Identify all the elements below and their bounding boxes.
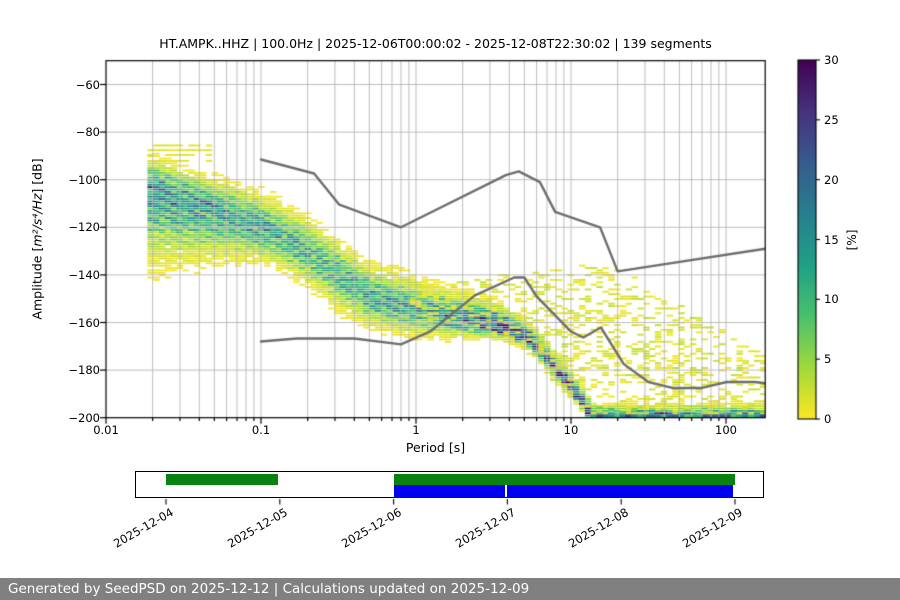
colorbar-tick-label: 25 (824, 112, 839, 127)
y-tick-label: −80 (75, 125, 100, 140)
coverage-segment-top (393, 474, 735, 485)
y-tick-label: −140 (68, 267, 100, 282)
y-tick-label: −100 (68, 172, 100, 187)
coverage-segment-bottom (506, 484, 734, 498)
colorbar-tick-label: 10 (824, 292, 839, 307)
x-tick-label: 10 (563, 422, 579, 437)
y-axis-label: Amplitude [m²/s⁴/Hz] [dB] (30, 158, 45, 319)
colorbar-tick-label: 15 (824, 232, 839, 247)
coverage-segment-bottom (393, 484, 505, 498)
x-tick-label: 100 (715, 422, 737, 437)
plot-title: HT.AMPK..HHZ | 100.0Hz | 2025-12-06T00:0… (159, 36, 712, 51)
x-tick-label: 0.1 (251, 422, 271, 437)
coverage-segment-top (166, 474, 279, 485)
colorbar-tick-label: 30 (824, 53, 839, 67)
x-tick-label: 1 (412, 422, 420, 437)
y-axis-label-prefix: Amplitude [ (29, 246, 45, 320)
x-axis-label: Period [s] (405, 440, 466, 455)
colorbar-tick-label: 0 (824, 412, 832, 426)
y-axis-label-suffix: ] [dB] (29, 158, 45, 194)
footer-bar: Generated by SeedPSD on 2025-12-12 | Cal… (0, 578, 900, 600)
y-tick-label: −180 (68, 363, 100, 378)
y-axis-label-units: m²/s⁴/Hz (29, 193, 45, 247)
colorbar-tick-label: 5 (824, 352, 832, 367)
y-tick-label: −200 (68, 410, 100, 425)
colorbar-tick-label: 20 (824, 172, 839, 187)
y-tick-label: −120 (68, 220, 100, 235)
y-tick-label: −60 (75, 77, 100, 92)
colorbar-label: [%] (845, 229, 859, 251)
y-tick-label: −160 (68, 315, 100, 330)
x-tick-label: 0.01 (93, 422, 119, 437)
footer-text: Generated by SeedPSD on 2025-12-12 | Cal… (8, 581, 530, 597)
